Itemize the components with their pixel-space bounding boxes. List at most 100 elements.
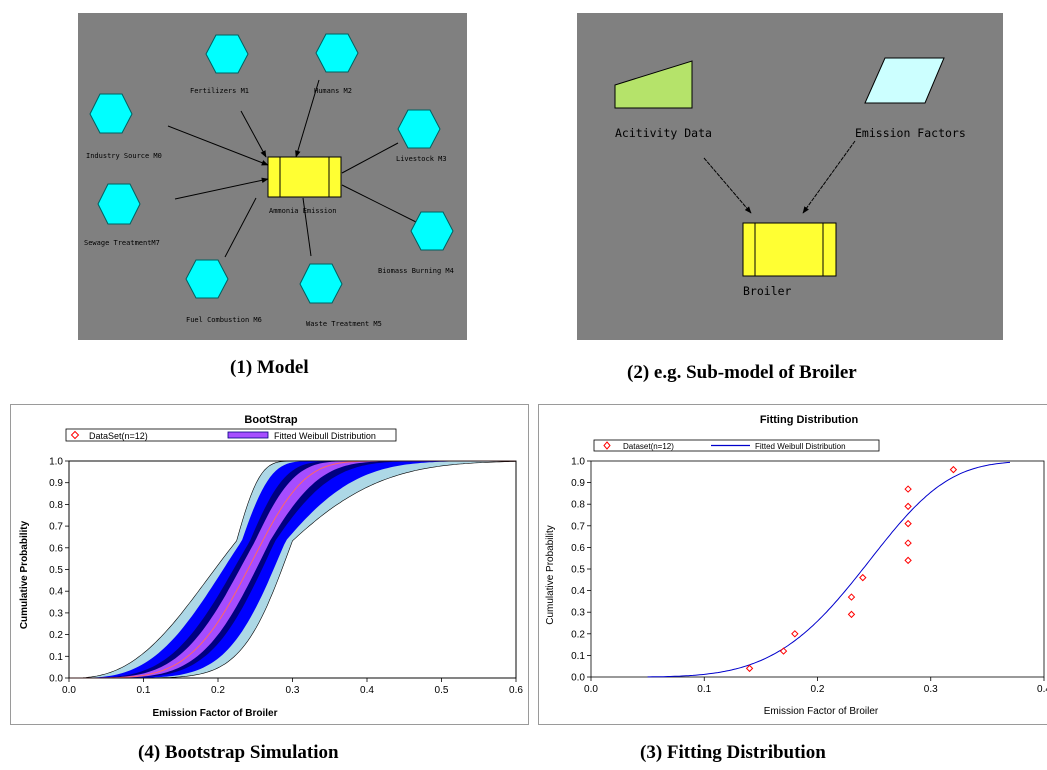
bootstrap-chart-frame: BootStrap DataSet(n=12) Fitted Weibull D…	[10, 404, 529, 725]
emission-factors-label: Emission Factors	[855, 126, 966, 140]
activity-to-broiler-arrow	[703, 157, 752, 214]
fitting-ytick-label: 0.2	[571, 629, 585, 640]
bootstrap-xtick-label: 0.0	[62, 685, 76, 696]
bootstrap-ytick-label: 0.8	[49, 500, 63, 511]
bootstrap-ytick-label: 0.7	[49, 522, 63, 533]
model-caption: (1) Model	[230, 357, 309, 378]
bootstrap-y-label: Cumulative Probability	[19, 520, 30, 629]
fitting-data-point	[847, 593, 856, 601]
broiler-node[interactable]	[742, 222, 837, 277]
fitting-caption: (3) Fitting Distribution	[640, 742, 826, 763]
bootstrap-xtick-label: 0.5	[435, 685, 449, 696]
submodel-diagram-panel: Acitivity Data Emission Factors Broiler	[577, 13, 1003, 340]
industry-source-label: Industry Source M0	[86, 152, 162, 160]
fitting-ytick-label: 0.1	[571, 651, 585, 662]
hex-fertilizers[interactable]	[205, 34, 249, 74]
fitting-data-point	[779, 647, 788, 655]
bootstrap-xtick-label: 0.3	[286, 685, 300, 696]
fitting-fitted-line	[647, 461, 1011, 678]
bootstrap-ytick-label: 0.6	[49, 543, 63, 554]
submodel-caption: (2) e.g. Sub-model of Broiler	[627, 362, 857, 383]
livestock-label: Livestock M3	[396, 155, 447, 163]
fitting-ytick-label: 0.7	[571, 521, 585, 532]
activity-data-label: Acitivity Data	[615, 126, 712, 140]
broiler-label: Broiler	[743, 284, 792, 298]
hex-biomass-burning[interactable]	[410, 211, 454, 251]
model-diagram: Ammonia Emission Fertilizers M1 Humans M…	[84, 33, 454, 328]
ammonia-emission-label: Ammonia Emission	[269, 207, 336, 215]
fitting-data-point	[949, 465, 958, 474]
fuel-combustion-label: Fuel Combustion M6	[186, 316, 262, 324]
fitting-xtick-label: 0.4	[1037, 684, 1047, 695]
biomass-burning-label: Biomass Burning M4	[378, 267, 454, 275]
hex-sewage-treatment[interactable]	[97, 183, 141, 225]
hex-fuel-combustion[interactable]	[185, 259, 229, 299]
fitting-ytick-label: 0.0	[571, 673, 585, 684]
fitting-data-point	[745, 664, 754, 673]
fitting-data-point	[904, 556, 912, 565]
fitting-legend: Dataset(n=12) Fitted Weibull Distributio…	[593, 439, 880, 452]
bootstrap-ytick-label: 0.3	[49, 608, 63, 619]
fitting-data-point	[791, 630, 799, 638]
fitting-xtick-label: 0.1	[697, 684, 711, 695]
hex-humans[interactable]	[315, 33, 359, 73]
submodel-diagram: Acitivity Data Emission Factors Broiler	[614, 57, 966, 298]
hex-livestock[interactable]	[397, 109, 441, 149]
bootstrap-ytick-label: 0.4	[49, 587, 63, 598]
fitting-data-point	[847, 610, 856, 619]
fitting-chart-frame: Fitting Distribution Dataset(n=12) Fitte…	[538, 404, 1047, 725]
fertilizers-label: Fertilizers M1	[190, 87, 249, 95]
bootstrap-ytick-label: 0.2	[49, 630, 63, 641]
fitting-ytick-label: 0.8	[571, 500, 585, 511]
fitting-data-point	[904, 539, 912, 547]
fitting-data-point	[904, 519, 912, 528]
bootstrap-x-label: Emission Factor of Broiler	[152, 708, 277, 719]
hex-industry-source[interactable]	[89, 93, 133, 134]
bootstrap-xtick-label: 0.2	[211, 685, 225, 696]
bootstrap-caption: (4) Bootstrap Simulation	[138, 742, 339, 763]
fitting-xtick-label: 0.0	[584, 684, 598, 695]
emission-to-broiler-arrow	[802, 140, 856, 214]
bootstrap-xtick-label: 0.6	[509, 685, 523, 696]
fitting-y-label: Cumulative Probability	[545, 525, 556, 625]
hex-waste-treatment[interactable]	[299, 263, 343, 304]
fitting-ytick-label: 0.3	[571, 608, 585, 619]
bootstrap-legend: DataSet(n=12) Fitted Weibull Distributio…	[65, 428, 397, 442]
waste-treatment-label: Waste Treatment M5	[306, 320, 382, 328]
bootstrap-plot-frame	[68, 460, 517, 679]
legend-dataset-label: DataSet(n=12)	[89, 431, 148, 441]
bootstrap-ytick-label: 1.0	[49, 457, 63, 468]
sewage-treatment-label: Sewage TreatmentM7	[84, 239, 160, 247]
emission-factors-node[interactable]	[864, 57, 945, 104]
fitting-chart: Fitting Distribution Dataset(n=12) Fitte…	[545, 414, 1047, 717]
activity-data-node[interactable]	[614, 60, 693, 109]
bootstrap-ytick-label: 0.9	[49, 478, 63, 489]
bootstrap-xtick-label: 0.1	[137, 685, 151, 696]
bootstrap-ytick-label: 0.1	[49, 652, 63, 663]
model-diagram-panel: Ammonia Emission Fertilizers M1 Humans M…	[78, 13, 467, 340]
fitting-data-point	[904, 485, 912, 493]
legend-fitted-label: Fitted Weibull Distribution	[755, 442, 846, 451]
fitting-plot-area: 0.0 0.1 0.2 0.3 0.4 0.5 0.6 0.7 0.8 0.9 1.0 0.0 0.1 0…	[571, 457, 1047, 696]
legend-fitted-label: Fitted Weibull Distribution	[274, 431, 376, 441]
fitting-xtick-label: 0.3	[924, 684, 938, 695]
fitting-plot-border	[590, 460, 1045, 678]
bootstrap-ytick-label: 0.5	[49, 565, 63, 576]
fitting-x-label: Emission Factor of Broiler	[764, 706, 879, 717]
legend-fitted-swatch	[227, 431, 269, 439]
fitting-ytick-label: 0.5	[571, 565, 585, 576]
bootstrap-band-3	[69, 461, 516, 678]
fitting-data-point	[859, 573, 867, 582]
model-connectors	[167, 79, 419, 258]
legend-dataset-label: Dataset(n=12)	[623, 442, 674, 451]
bootstrap-plot-area: 0.0 0.1 0.2 0.3 0.4 0.5 0.6 0.7 0.8 0.9 1.0 0.0 0.1 0…	[49, 457, 523, 697]
fitting-ytick-label: 0.4	[571, 586, 585, 597]
fitting-ytick-label: 0.6	[571, 543, 585, 554]
fitting-data-point	[904, 502, 912, 511]
bootstrap-chart-title: BootStrap	[244, 414, 297, 426]
bootstrap-chart: BootStrap DataSet(n=12) Fitted Weibull D…	[19, 414, 523, 719]
fitting-ytick-label: 1.0	[571, 457, 585, 468]
ammonia-emission-node[interactable]	[267, 156, 342, 198]
fitting-chart-title: Fitting Distribution	[760, 414, 859, 426]
fitting-ytick-label: 0.9	[571, 478, 585, 489]
